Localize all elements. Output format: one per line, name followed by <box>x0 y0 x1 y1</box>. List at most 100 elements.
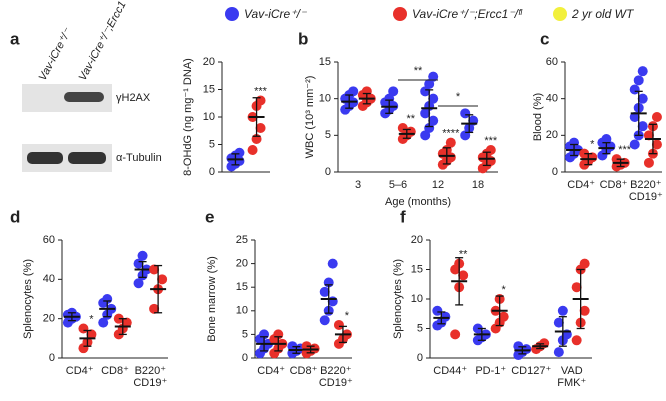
data-point <box>420 86 431 97</box>
y-tick-label: 0 <box>209 166 215 178</box>
data-point <box>629 84 640 95</box>
lane-label: Vav-iCre⁺/⁻;Ercc1⁻/ᶠˡ <box>77 0 135 83</box>
y-tick-label: 0 <box>552 166 558 178</box>
legend-swatch <box>393 7 407 21</box>
data-point <box>121 317 132 328</box>
y-axis-label: WBC (10³ mm⁻²) <box>304 76 316 159</box>
y-tick-label: 40 <box>546 93 558 105</box>
x-tick-label: CD44⁺ <box>433 365 467 377</box>
panel-letter: e <box>205 207 214 226</box>
y-tick-label: 10 <box>203 111 215 123</box>
panel-letter: d <box>10 207 20 226</box>
y-axis-label: Blood (%) <box>532 93 544 141</box>
x-tick-label: CD8⁺ <box>290 365 318 377</box>
data-point <box>643 157 654 168</box>
data-point <box>569 137 580 148</box>
y-tick-label: 20 <box>546 129 558 141</box>
y-axis-label: Splenocytes (%) <box>392 259 404 339</box>
data-point <box>319 286 330 297</box>
data-point <box>445 137 456 148</box>
data-point <box>397 123 408 133</box>
y-axis-label: 8-OHdG (ng mg⁻¹ DNA) <box>182 58 194 176</box>
data-point <box>137 250 148 261</box>
y-tick-label: 0 <box>242 352 248 364</box>
y-tick-label: 10 <box>319 93 331 105</box>
x-tick-label: B220⁺ CD19⁺ <box>629 179 663 203</box>
x-tick-label: VAD FMK⁺ <box>557 365 586 389</box>
significance: *** <box>618 144 632 156</box>
data-point <box>420 130 431 141</box>
y-tick-label: 5 <box>242 328 248 340</box>
data-point <box>445 152 456 163</box>
y-tick-label: 20 <box>43 313 55 325</box>
data-point <box>637 66 648 77</box>
y-tick-label: 0 <box>49 352 55 364</box>
data-point <box>633 75 644 86</box>
data-point <box>643 130 654 141</box>
blot-band <box>27 152 63 164</box>
x-tick-label: B220⁺ CD19⁺ <box>133 365 167 389</box>
data-point <box>571 282 582 293</box>
x-tick-label: 12 <box>432 179 444 191</box>
x-axis-label: Age (months) <box>385 196 451 208</box>
data-point <box>255 123 266 133</box>
legend-label: Vav-iCre⁺/⁻ <box>244 7 308 21</box>
legend-label: Vav-iCre⁺/⁻;Ercc1⁻/ᶠˡ <box>412 7 523 21</box>
panel-letter: a <box>10 29 20 48</box>
y-tick-label: 0 <box>417 352 423 364</box>
data-point <box>432 305 443 316</box>
data-point <box>327 258 338 269</box>
blot-band <box>64 92 104 102</box>
x-tick-label: CD8⁺ <box>101 365 129 377</box>
data-point <box>133 278 144 289</box>
data-point <box>458 270 469 281</box>
data-point <box>149 303 160 314</box>
x-tick-label: B220⁺ CD19⁺ <box>319 365 353 389</box>
y-tick-label: 60 <box>43 234 55 246</box>
y-tick-label: 15 <box>236 281 248 293</box>
significance: * <box>345 310 350 322</box>
x-tick-label: 5–6 <box>389 179 407 191</box>
panel-letter: b <box>298 29 308 48</box>
legend-swatch <box>553 7 567 21</box>
data-point <box>428 71 439 82</box>
data-point <box>428 93 439 104</box>
data-point <box>637 121 648 132</box>
data-point <box>247 145 258 155</box>
x-tick-label: 3 <box>355 179 361 191</box>
data-point <box>629 139 640 150</box>
x-tick-label: CD4⁺ <box>66 365 94 377</box>
data-point <box>553 317 564 328</box>
y-tick-label: 5 <box>209 138 215 150</box>
significance: * <box>89 313 94 325</box>
data-point <box>86 329 97 340</box>
data-point <box>571 335 582 346</box>
significance: * <box>502 284 507 296</box>
y-tick-label: 0 <box>325 166 331 178</box>
significance: * <box>456 91 461 103</box>
y-tick-label: 15 <box>203 83 215 95</box>
data-point <box>440 311 451 322</box>
legend-label: 2 yr old WT <box>571 7 635 21</box>
data-point <box>424 123 435 133</box>
y-tick-label: 40 <box>43 273 55 285</box>
y-tick-label: 20 <box>203 56 215 68</box>
data-point <box>333 319 344 330</box>
data-point <box>157 274 168 285</box>
x-tick-label: CD4⁺ <box>257 365 285 377</box>
y-tick-label: 15 <box>319 56 331 68</box>
data-point <box>388 86 399 97</box>
data-point <box>424 79 435 89</box>
lane-label: Vav-iCre⁺/⁻ <box>37 26 75 83</box>
significance: ** <box>407 113 416 125</box>
y-tick-label: 15 <box>411 263 423 275</box>
x-tick-label: CD127⁺ <box>511 365 551 377</box>
data-point <box>651 112 662 122</box>
band-label: γH2AX <box>116 92 151 104</box>
band-label: α-Tubulin <box>116 152 162 164</box>
significance: *** <box>254 85 268 97</box>
data-point <box>460 108 471 119</box>
blot-band <box>68 152 106 164</box>
data-point <box>420 108 431 119</box>
